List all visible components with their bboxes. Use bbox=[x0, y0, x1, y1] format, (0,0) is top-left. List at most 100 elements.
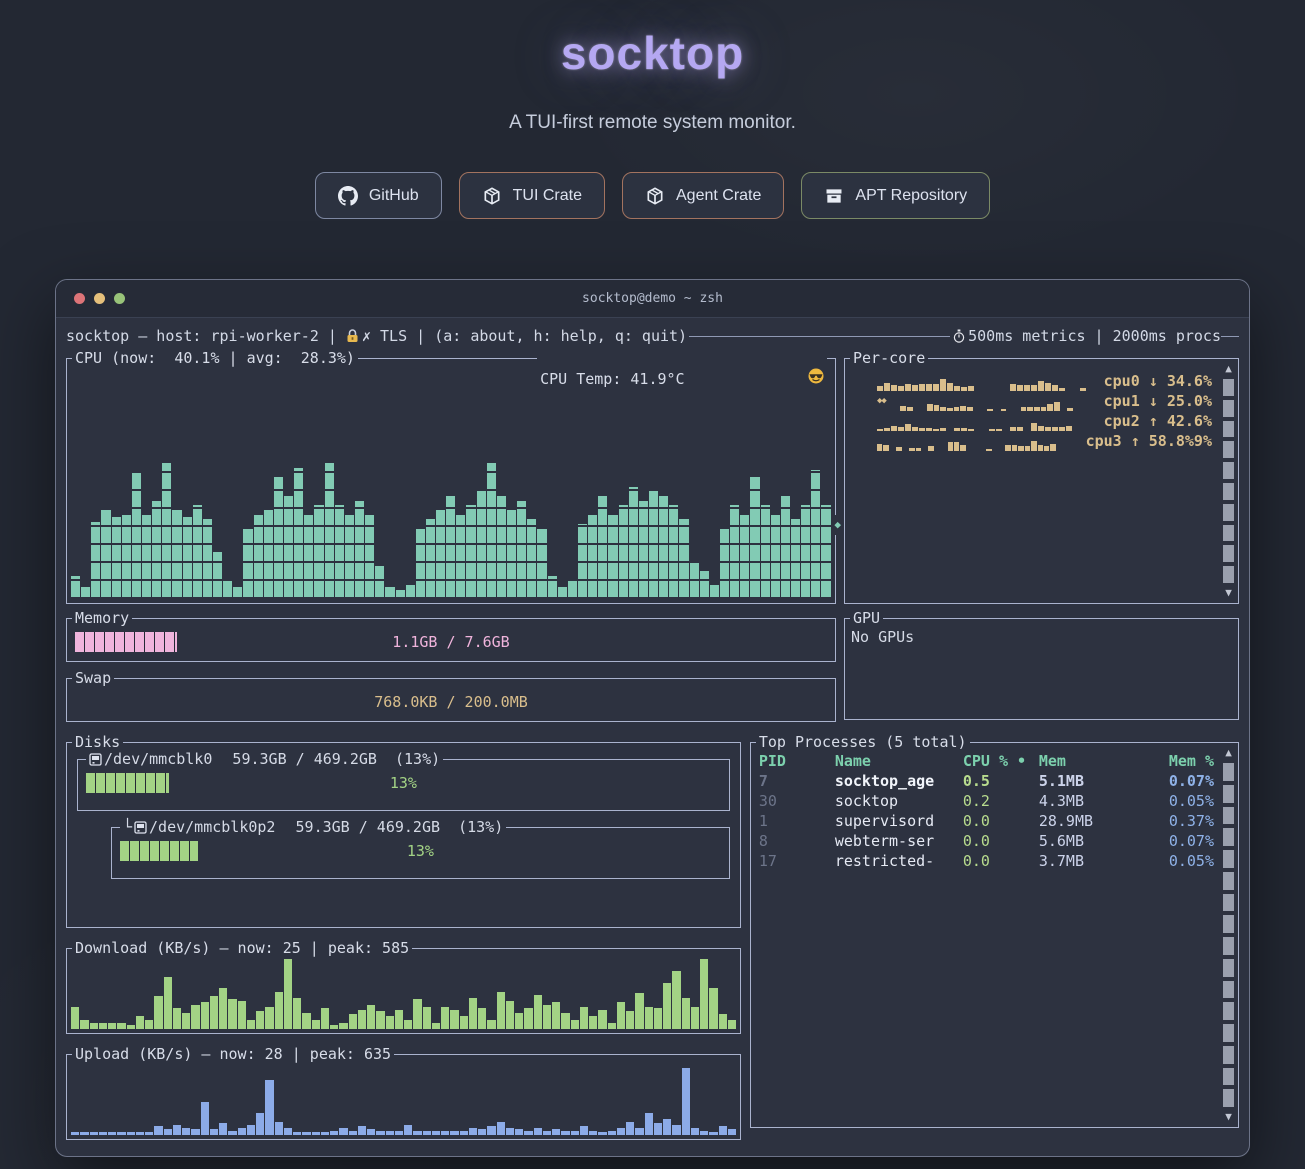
scroll-thumb-segment[interactable] bbox=[1223, 566, 1234, 583]
process-cell-name[interactable]: webterm-ser bbox=[835, 831, 963, 851]
scroll-up-icon[interactable]: ▲ bbox=[1225, 362, 1232, 376]
hero-button-github[interactable]: GitHub bbox=[315, 172, 442, 219]
col-header-mem[interactable]: Mem bbox=[1039, 751, 1169, 771]
process-cell-pid[interactable]: 30 bbox=[759, 791, 835, 811]
hero-button-agent-crate[interactable]: Agent Crate bbox=[622, 172, 784, 219]
col-header-pid[interactable]: PID bbox=[759, 751, 835, 771]
chart-bar bbox=[719, 1014, 727, 1029]
scroll-thumb-segment[interactable] bbox=[1223, 379, 1234, 396]
scroll-thumb-segment[interactable] bbox=[1223, 1024, 1234, 1042]
chart-bar bbox=[801, 505, 810, 599]
spark-bar bbox=[967, 407, 973, 411]
processes-scrollbar[interactable]: ▲▼ bbox=[1222, 746, 1235, 1124]
process-cell-mem[interactable]: 4.3MB bbox=[1039, 791, 1169, 811]
process-cell-memp[interactable]: 0.05% bbox=[1169, 791, 1214, 811]
terminal-titlebar: socktop@demo ~ zsh bbox=[56, 280, 1249, 318]
scroll-thumb-segment[interactable] bbox=[1223, 959, 1234, 977]
process-cell-pid[interactable]: 1 bbox=[759, 811, 835, 831]
scroll-track[interactable] bbox=[1223, 379, 1234, 583]
chart-bar bbox=[91, 522, 100, 599]
spark-bar bbox=[898, 427, 904, 431]
scroll-thumb-segment[interactable] bbox=[1223, 872, 1234, 890]
chart-bar bbox=[293, 998, 301, 1029]
swap-panel: Swap 768.0KB / 200.0MB bbox=[66, 678, 836, 722]
scroll-down-icon[interactable]: ▼ bbox=[1225, 1110, 1232, 1124]
scroll-thumb-segment[interactable] bbox=[1223, 785, 1234, 803]
hero-button-apt-repository[interactable]: APT Repository bbox=[801, 172, 990, 219]
chart-bar bbox=[608, 515, 617, 599]
scroll-thumb-segment[interactable] bbox=[1223, 545, 1234, 562]
scroll-down-icon[interactable]: ▼ bbox=[1225, 586, 1232, 600]
process-cell-cpu[interactable]: 0.0 bbox=[963, 851, 1039, 871]
scroll-thumb-segment[interactable] bbox=[1223, 441, 1234, 458]
process-cell-pid[interactable]: 17 bbox=[759, 851, 835, 871]
hero-buttons: GitHub TUI Crate Agent Crate APT Repository bbox=[0, 172, 1305, 219]
process-cell-name[interactable]: socktop bbox=[835, 791, 963, 811]
hero-button-tui-crate[interactable]: TUI Crate bbox=[459, 172, 605, 219]
process-cell-memp[interactable]: 0.05% bbox=[1169, 851, 1214, 871]
stopwatch-icon bbox=[952, 329, 966, 344]
process-cell-name[interactable]: supervisord bbox=[835, 811, 963, 831]
chart-bar bbox=[821, 505, 830, 599]
process-cell-mem[interactable]: 5.6MB bbox=[1039, 831, 1169, 851]
scroll-thumb-segment[interactable] bbox=[1223, 937, 1234, 955]
process-cell-name[interactable]: socktop_age bbox=[835, 771, 963, 791]
process-cell-pid[interactable]: 8 bbox=[759, 831, 835, 851]
chart-bar bbox=[145, 1020, 153, 1029]
scroll-thumb-segment[interactable] bbox=[1223, 763, 1234, 781]
chart-bar bbox=[339, 1128, 347, 1135]
scroll-thumb-segment[interactable] bbox=[1223, 1046, 1234, 1064]
chart-bar bbox=[395, 1010, 403, 1029]
status-host: socktop — host: rpi-worker-2 | bbox=[66, 326, 346, 346]
percore-scrollbar[interactable]: ▲▼ bbox=[1222, 362, 1235, 600]
scroll-thumb-segment[interactable] bbox=[1223, 981, 1234, 999]
scroll-thumb-segment[interactable] bbox=[1223, 483, 1234, 500]
chart-bar bbox=[598, 1132, 606, 1135]
scroll-thumb-segment[interactable] bbox=[1223, 1002, 1234, 1020]
scroll-thumb-segment[interactable] bbox=[1223, 504, 1234, 521]
col-header-name[interactable]: Name bbox=[835, 751, 963, 771]
scroll-thumb-segment[interactable] bbox=[1223, 828, 1234, 846]
scroll-thumb-segment[interactable] bbox=[1223, 894, 1234, 912]
chart-bar bbox=[432, 1131, 440, 1135]
chart-bar bbox=[349, 1014, 357, 1029]
process-cell-mem[interactable]: 3.7MB bbox=[1039, 851, 1169, 871]
process-cell-memp[interactable]: 0.37% bbox=[1169, 811, 1214, 831]
scroll-thumb-segment[interactable] bbox=[1223, 1068, 1234, 1086]
scroll-thumb-segment[interactable] bbox=[1223, 807, 1234, 825]
scroll-thumb-segment[interactable] bbox=[1223, 525, 1234, 542]
process-cell-cpu[interactable]: 0.0 bbox=[963, 811, 1039, 831]
process-cell-name[interactable]: restricted- bbox=[835, 851, 963, 871]
chart-bar bbox=[466, 505, 475, 599]
chart-bar bbox=[302, 1132, 310, 1135]
scroll-thumb-segment[interactable] bbox=[1223, 915, 1234, 933]
col-header-cpu[interactable]: CPU % • bbox=[963, 751, 1039, 771]
chart-bar bbox=[469, 1128, 477, 1135]
scroll-thumb-segment[interactable] bbox=[1223, 850, 1234, 868]
chart-bar bbox=[740, 515, 749, 599]
cpu-chart-marker: ◆ bbox=[834, 515, 841, 535]
scroll-up-icon[interactable]: ▲ bbox=[1225, 746, 1232, 760]
process-cell-memp[interactable]: 0.07% bbox=[1169, 771, 1214, 791]
process-cell-pid[interactable]: 7 bbox=[759, 771, 835, 791]
process-cell-cpu[interactable]: 0.5 bbox=[963, 771, 1039, 791]
process-cell-memp[interactable]: 0.07% bbox=[1169, 831, 1214, 851]
chart-bar bbox=[719, 1126, 727, 1135]
scroll-thumb-segment[interactable] bbox=[1223, 462, 1234, 479]
upload-chart bbox=[71, 1061, 736, 1135]
process-cell-mem[interactable]: 5.1MB bbox=[1039, 771, 1169, 791]
scroll-thumb-segment[interactable] bbox=[1223, 421, 1234, 438]
chart-bar bbox=[358, 1010, 366, 1029]
chart-bar bbox=[517, 501, 526, 599]
col-header-memp[interactable]: Mem % bbox=[1169, 751, 1214, 771]
chart-bar bbox=[626, 1011, 634, 1029]
scroll-thumb-segment[interactable] bbox=[1223, 400, 1234, 417]
process-cell-cpu[interactable]: 0.0 bbox=[963, 831, 1039, 851]
process-cell-cpu[interactable]: 0.2 bbox=[963, 791, 1039, 811]
chart-bar bbox=[71, 1007, 79, 1029]
scroll-thumb-segment[interactable] bbox=[1223, 1089, 1234, 1107]
chart-bar bbox=[127, 1025, 135, 1029]
chart-bar bbox=[478, 1008, 486, 1029]
process-cell-mem[interactable]: 28.9MB bbox=[1039, 811, 1169, 831]
scroll-track[interactable] bbox=[1223, 763, 1234, 1107]
